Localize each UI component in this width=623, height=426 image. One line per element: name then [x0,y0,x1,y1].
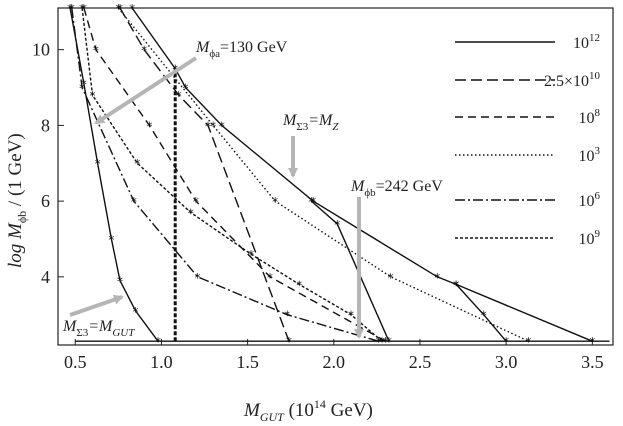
data-point-marker: * [146,119,152,133]
series-line [131,7,593,342]
guide-lines [75,68,610,342]
data-point-marker: * [195,271,201,285]
data-point-marker: * [81,2,87,16]
arrow-phi-a [94,56,198,125]
data-point-marker: * [134,157,140,171]
arrow-sigma-mgut [69,294,124,317]
data-point-marker: * [210,119,216,133]
x-tick-label: 0.5 [64,352,87,372]
data-point-marker: * [129,2,135,16]
data-point-marker: * [453,278,459,292]
y-tick-label: 6 [41,191,50,211]
data-point-marker: * [296,278,302,292]
data-point-marker: * [141,44,147,58]
data-point-marker: * [176,89,182,103]
data-point-marker: * [308,195,314,209]
data-point-marker: * [284,309,290,323]
annotation-sigma-mgut: MΣ3=MGUT [62,318,135,339]
y-tick-label: 10 [32,40,50,60]
data-point-marker: * [348,309,354,323]
series-line [69,7,159,342]
data-point-marker: * [67,2,73,16]
x-tick-label: 1.0 [150,352,173,372]
data-point-marker: * [481,309,487,323]
series-line [83,7,386,342]
data-point-marker: * [93,44,99,58]
data-point-marker: * [503,335,509,349]
legend: 1012 2.5×1010 108 103 106 109 [455,32,601,248]
legend-label: 1012 [573,32,600,52]
data-point-marker: * [79,2,85,16]
data-point-marker: * [79,82,85,96]
data-point-marker: * [267,271,273,285]
x-tick-label: 2.0 [323,352,346,372]
data-point-marker: * [117,275,123,289]
data-point-marker: * [183,82,189,96]
data-point-marker: * [434,271,440,285]
series-line [119,7,290,342]
data-point-marker: * [526,335,532,349]
data-point-marker: * [155,335,161,349]
data-point-marker: * [334,218,340,232]
data-point-marker: * [108,233,114,247]
legend-label: 109 [579,228,601,248]
series-line [117,7,529,342]
x-axis-label: MGUT (1014 GeV) [243,397,373,424]
annotation-phi-b: Mϕb=242 GeV [350,178,443,199]
data-point-marker: * [272,195,278,209]
legend-label: 2.5×1010 [544,70,601,90]
x-tick-label: 1.5 [236,352,259,372]
data-point-marker: * [589,335,595,349]
data-point-marker: * [117,2,123,16]
data-point-marker: * [131,195,137,209]
data-point-marker: * [219,119,225,133]
y-axis-label: log Mϕb / (1 GeV) [5,133,29,268]
series-line [310,200,390,342]
data-point-marker: * [193,195,199,209]
data-point-marker: * [89,89,95,103]
x-tick-label: 3.0 [495,352,518,372]
legend-label: 106 [579,190,601,210]
series-layer: * * * * * * * * * * * * * * * * * * * * * * * * * * * * * * * * * * * * * * * *… [67,2,595,349]
x-tick-label: 2.5 [409,352,432,372]
data-point-marker: * [248,248,254,262]
legend-label: 108 [579,107,601,127]
y-tick-label: 8 [41,115,50,135]
series-line [455,283,507,342]
data-point-marker: * [382,335,388,349]
axis-ticks: 0.5 1.0 1.5 2.0 2.5 3.0 3.5 4 6 8 10 [32,40,604,372]
data-point-marker: * [133,305,139,319]
data-point-marker: * [453,278,459,292]
data-point-marker: * [386,335,392,349]
data-point-marker: * [388,271,394,285]
series-line [81,7,383,342]
series-line [71,7,379,342]
plot-frame [57,7,614,346]
annotation-phi-a: Mϕa=130 GeV [195,39,288,60]
y-tick-label: 4 [41,267,50,287]
data-point-marker: * [205,119,211,133]
data-point-marker: * [115,2,121,16]
data-point-marker: * [95,157,101,171]
data-point-marker: * [286,335,292,349]
data-point-marker: * [69,2,75,16]
x-tick-label: 3.5 [581,352,604,372]
legend-label: 103 [579,145,601,165]
data-point-marker: * [376,335,382,349]
annotation-sigma-mz: MΣ3=MZ [282,112,339,133]
data-point-marker: * [188,206,194,220]
data-point-marker: * [81,78,87,92]
data-point-marker: * [379,335,385,349]
